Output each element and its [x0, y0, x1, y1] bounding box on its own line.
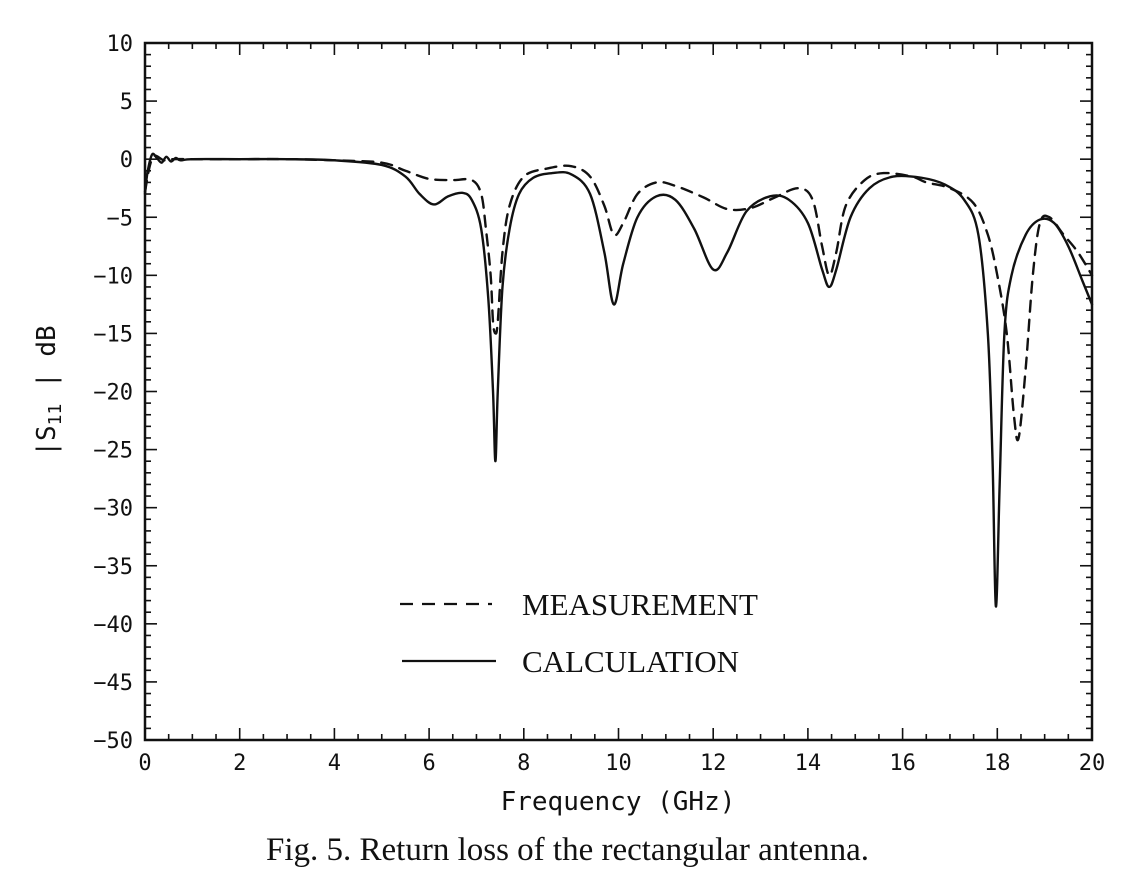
axis-ticks: [144, 42, 1093, 741]
x-tick-label: 10: [605, 751, 632, 776]
x-tick-label: 4: [328, 751, 341, 776]
series-line-calculation: [143, 152, 1094, 608]
y-axis-title-prefix: |S: [32, 425, 62, 456]
y-tick-label: −30: [93, 497, 133, 522]
y-axis-title: |S11 | dB: [32, 325, 66, 456]
x-tick-label: 6: [422, 751, 435, 776]
legend-label-calculation: CALCULATION: [522, 644, 739, 679]
series-line-measurement: [143, 154, 1094, 442]
legend-label-measurement: MEASUREMENT: [522, 587, 758, 622]
y-tick-label: −10: [93, 264, 133, 289]
y-tick-label: −25: [93, 439, 133, 464]
y-tick-label: −5: [107, 206, 134, 231]
x-tick-label: 8: [517, 751, 530, 776]
y-tick-label: 10: [107, 32, 134, 57]
x-tick-label: 0: [138, 751, 151, 776]
axis-tick-labels: 0 2 4 6 8 10 12 14 16 18 20 10 5 0 −5 −10 −15 −20 −25 −30 −3…: [93, 32, 1105, 776]
y-tick-label: −20: [93, 381, 133, 406]
y-tick-label: −50: [93, 729, 133, 754]
y-tick-label: −40: [93, 613, 133, 638]
x-tick-label: 16: [889, 751, 916, 776]
x-tick-label: 18: [984, 751, 1011, 776]
y-tick-label: −45: [93, 671, 133, 696]
y-axis-title-subscript: 11: [45, 404, 66, 426]
legend: MEASUREMENT CALCULATION: [400, 587, 758, 679]
data-series: [143, 152, 1094, 608]
y-tick-label: 5: [120, 90, 133, 115]
x-tick-label: 20: [1079, 751, 1106, 776]
x-tick-label: 12: [700, 751, 727, 776]
x-tick-label: 2: [233, 751, 246, 776]
y-tick-label: −15: [93, 322, 133, 347]
figure-caption: Fig. 5. Return loss of the rectangular a…: [265, 832, 869, 868]
y-tick-label: −35: [93, 555, 133, 580]
y-tick-label: 0: [120, 148, 133, 173]
return-loss-chart: 0 2 4 6 8 10 12 14 16 18 20 10 5 0 −5 −10 −15 −20 −25 −30 −3…: [32, 32, 1105, 817]
x-tick-label: 14: [795, 751, 822, 776]
y-axis-title-suffix: | dB: [32, 325, 62, 403]
plot-frame: [143, 41, 1094, 742]
x-axis-title: Frequency (GHz): [501, 787, 736, 817]
